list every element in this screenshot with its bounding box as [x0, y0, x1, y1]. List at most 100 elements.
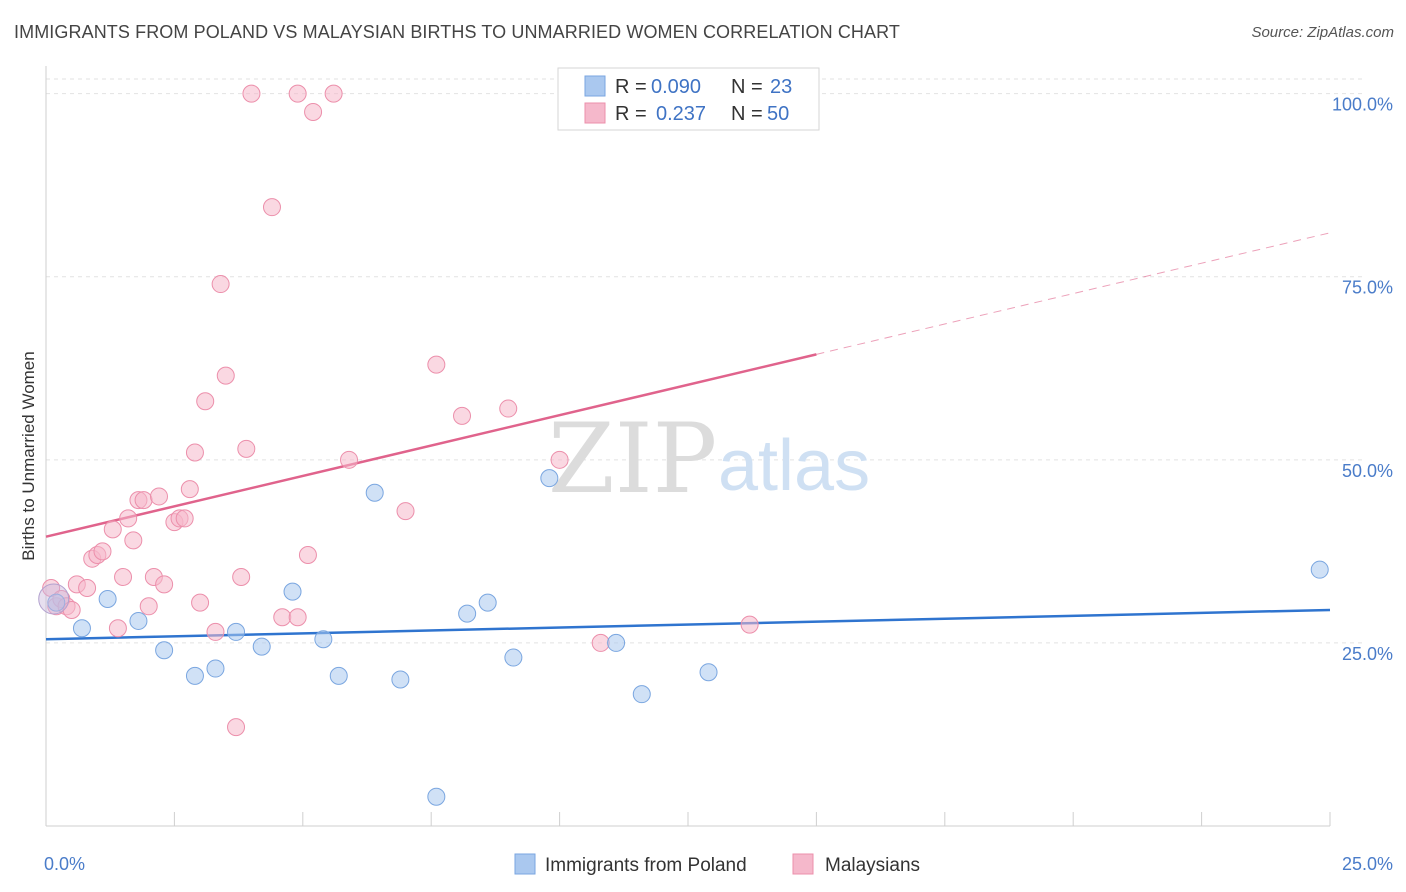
point-malaysians: [740, 615, 759, 634]
watermark-atlas: atlas: [718, 426, 870, 506]
point-malaysians: [216, 366, 235, 385]
point-malaysians: [119, 509, 138, 528]
watermark-zip: ZIP: [548, 403, 717, 515]
point-poland: [478, 593, 497, 612]
watermark: ZIP atlas: [548, 403, 870, 515]
point-poland: [227, 622, 246, 641]
y-tick-label: 50.0%: [1342, 461, 1393, 481]
point-poland: [98, 589, 117, 608]
point-malaysians: [180, 480, 199, 499]
legend-n-label-poland: N =: [731, 76, 763, 98]
point-malaysians: [591, 633, 610, 652]
x-tick-labels: 0.0% 25.0%: [44, 854, 1393, 874]
point-malaysians: [185, 443, 204, 462]
legend-n-value-malaysians: 50: [767, 103, 789, 125]
trend-line-malaysians: [45, 353, 817, 538]
axes: [45, 66, 1331, 827]
legend-n-value-poland: 23: [770, 76, 792, 98]
point-poland: [72, 619, 91, 638]
legend-r-value-malaysians: 0.237: [656, 103, 706, 125]
legend-r-value-poland: 0.090: [651, 76, 701, 98]
bottom-legend-label-malaysians: Malaysians: [825, 855, 920, 876]
point-malaysians: [232, 568, 251, 586]
point-malaysians: [149, 487, 168, 506]
legend-r-label-poland: R =: [615, 76, 647, 98]
point-malaysians: [273, 608, 292, 627]
legend-n-label-malaysians: N =: [731, 103, 763, 125]
legend-swatch-poland: [584, 75, 606, 97]
x-tick-label: 0.0%: [44, 854, 85, 874]
point-malaysians: [93, 542, 112, 561]
point-malaysians: [288, 84, 307, 103]
chart-title: IMMIGRANTS FROM POLAND VS MALAYSIAN BIRT…: [14, 22, 900, 42]
point-poland: [206, 659, 225, 678]
bottom-legend: Immigrants from Poland Malaysians: [514, 853, 920, 876]
point-malaysians: [206, 622, 225, 641]
point-malaysians: [134, 491, 153, 510]
point-malaysians: [427, 355, 446, 374]
point-malaysians: [396, 502, 415, 521]
point-malaysians: [227, 718, 246, 737]
point-malaysians: [304, 102, 323, 121]
bottom-legend-label-poland: Immigrants from Poland: [545, 855, 747, 876]
point-poland: [283, 582, 302, 601]
point-poland: [252, 637, 271, 656]
point-malaysians: [499, 399, 518, 418]
point-malaysians: [175, 509, 194, 528]
y-axis-label: Births to Unmarried Women: [19, 351, 38, 560]
point-malaysians: [124, 531, 143, 550]
point-malaysians: [155, 575, 174, 594]
legend-box: R = 0.090 N = 23 R = 0.237 N = 50: [557, 67, 820, 131]
point-malaysians: [262, 198, 281, 217]
point-poland: [427, 787, 446, 806]
bottom-legend-swatch-malaysians: [792, 853, 814, 875]
point-poland: [699, 663, 718, 682]
point-poland: [1310, 560, 1329, 579]
point-malaysians: [103, 520, 122, 539]
point-malaysians: [139, 597, 158, 616]
legend-r-label-malaysians: R =: [615, 103, 647, 125]
y-tick-label: 75.0%: [1342, 278, 1393, 298]
point-malaysians: [237, 439, 256, 458]
point-malaysians: [340, 450, 359, 469]
point-malaysians: [78, 578, 97, 597]
y-tick-label: 100.0%: [1332, 95, 1393, 115]
trend-line-poland: [45, 608, 1331, 641]
point-malaysians: [242, 84, 261, 103]
point-malaysians: [196, 392, 215, 411]
point-malaysians: [288, 608, 307, 627]
trend-lines: [45, 232, 1331, 641]
point-poland: [458, 604, 477, 623]
point-malaysians: [211, 275, 230, 294]
point-poland: [365, 483, 384, 502]
point-poland: [155, 641, 174, 660]
point-poland: [504, 648, 523, 667]
point-poland: [329, 666, 348, 685]
source-label: Source: ZipAtlas.com: [1251, 24, 1394, 41]
point-malaysians: [114, 568, 133, 586]
data-points: [38, 84, 1329, 806]
point-malaysians: [550, 450, 569, 469]
gridlines: [46, 78, 1366, 644]
point-malaysians: [453, 406, 472, 425]
point-cluster-origin: [38, 583, 70, 615]
point-malaysians: [108, 619, 127, 638]
point-poland: [391, 670, 410, 689]
point-malaysians: [324, 84, 343, 103]
point-poland: [314, 630, 333, 649]
y-tick-labels: 25.0% 50.0% 75.0% 100.0%: [1332, 95, 1393, 664]
trend-line-malaysians-extension: [816, 232, 1331, 355]
point-poland: [607, 633, 626, 652]
y-tick-label: 25.0%: [1342, 644, 1393, 664]
x-tick-label: 25.0%: [1342, 854, 1393, 874]
bottom-legend-swatch-poland: [514, 853, 536, 875]
point-poland: [632, 685, 651, 704]
point-malaysians: [298, 546, 317, 565]
point-poland: [185, 666, 204, 685]
point-poland: [540, 469, 559, 488]
point-poland: [129, 611, 148, 630]
point-malaysians: [191, 593, 210, 612]
point-poland: [47, 593, 66, 612]
legend-swatch-malaysians: [584, 102, 606, 124]
